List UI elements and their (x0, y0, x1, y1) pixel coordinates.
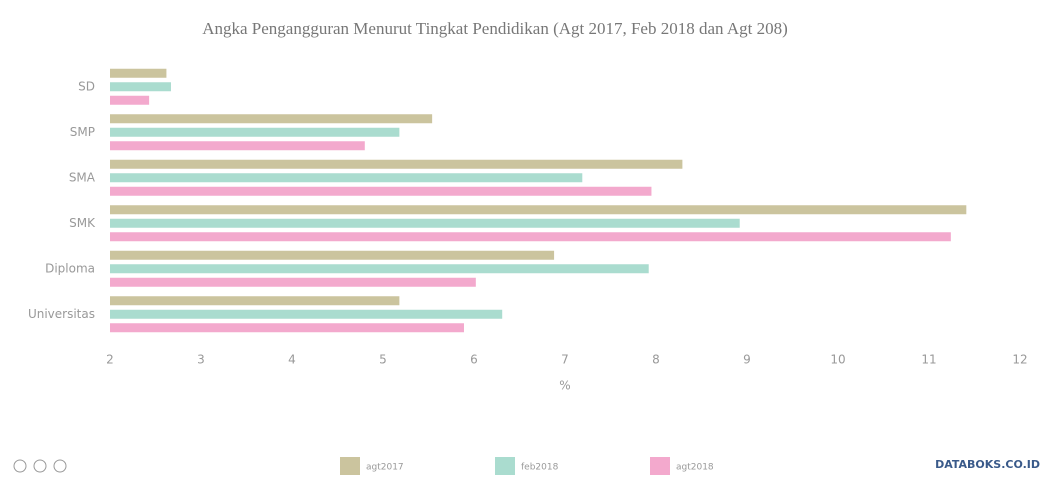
x-tick-label: 12 (1012, 353, 1027, 367)
bar (110, 69, 166, 78)
y-tick-label: Universitas (28, 307, 95, 321)
x-tick-label: 5 (379, 353, 387, 367)
bar (110, 160, 682, 169)
bar (110, 232, 951, 241)
license-icons (14, 460, 66, 472)
chart: Angka Pengangguran Menurut Tingkat Pendi… (0, 0, 1045, 478)
x-tick-label: 8 (652, 353, 660, 367)
legend-swatch (340, 457, 360, 475)
y-tick-label: Diploma (45, 261, 95, 275)
bar (110, 323, 464, 332)
x-tick-label: 6 (470, 353, 478, 367)
y-tick-label: SMP (70, 125, 95, 139)
bar (110, 205, 966, 214)
legend-swatch (495, 457, 515, 475)
x-tick-label: 9 (743, 353, 751, 367)
bar (110, 296, 399, 305)
bar (110, 114, 432, 123)
x-axis-label: % (559, 379, 570, 393)
legend-label: agt2017 (366, 463, 404, 473)
bar (110, 128, 399, 137)
x-tick-label: 3 (197, 353, 205, 367)
bar (110, 251, 554, 260)
x-tick-label: 4 (288, 353, 296, 367)
x-tick-label: 10 (830, 353, 845, 367)
legend-label: agt2018 (676, 463, 714, 473)
brand: DATABOKS.CO.ID (935, 458, 1040, 471)
bar (110, 219, 740, 228)
bar (110, 310, 502, 319)
legend-swatch (650, 457, 670, 475)
bar (110, 187, 651, 196)
bar (110, 173, 582, 182)
y-tick-label: SMK (69, 216, 96, 230)
legend-label: feb2018 (521, 463, 559, 473)
bar (110, 278, 476, 287)
y-tick-label: SMA (69, 170, 96, 184)
x-tick-label: 2 (106, 353, 114, 367)
x-tick-label: 7 (561, 353, 569, 367)
x-tick-label: 11 (921, 353, 936, 367)
y-tick-label: SD (78, 79, 95, 93)
bar (110, 96, 149, 105)
bar (110, 264, 649, 273)
bar (110, 141, 365, 150)
chart-title: Angka Pengangguran Menurut Tingkat Pendi… (202, 19, 788, 38)
bar (110, 82, 171, 91)
